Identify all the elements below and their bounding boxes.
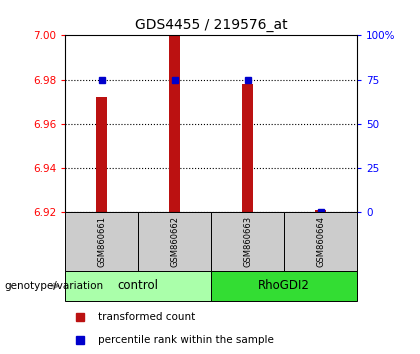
Text: RhoGDI2: RhoGDI2 <box>258 279 310 292</box>
Text: transformed count: transformed count <box>98 312 196 322</box>
Text: GSM860661: GSM860661 <box>97 216 106 267</box>
Bar <box>65 212 138 271</box>
Title: GDS4455 / 219576_at: GDS4455 / 219576_at <box>135 18 287 32</box>
Bar <box>211 271 357 301</box>
Bar <box>211 212 284 271</box>
Bar <box>169 35 180 212</box>
Bar <box>96 97 107 212</box>
Bar <box>242 84 253 212</box>
Text: percentile rank within the sample: percentile rank within the sample <box>98 335 274 346</box>
Bar <box>138 212 211 271</box>
Bar <box>284 212 357 271</box>
Bar <box>315 210 326 212</box>
Text: GSM860664: GSM860664 <box>316 216 325 267</box>
Text: GSM860663: GSM860663 <box>243 216 252 267</box>
Text: genotype/variation: genotype/variation <box>4 281 103 291</box>
Text: GSM860662: GSM860662 <box>170 216 179 267</box>
Bar <box>65 271 211 301</box>
Text: control: control <box>118 279 159 292</box>
